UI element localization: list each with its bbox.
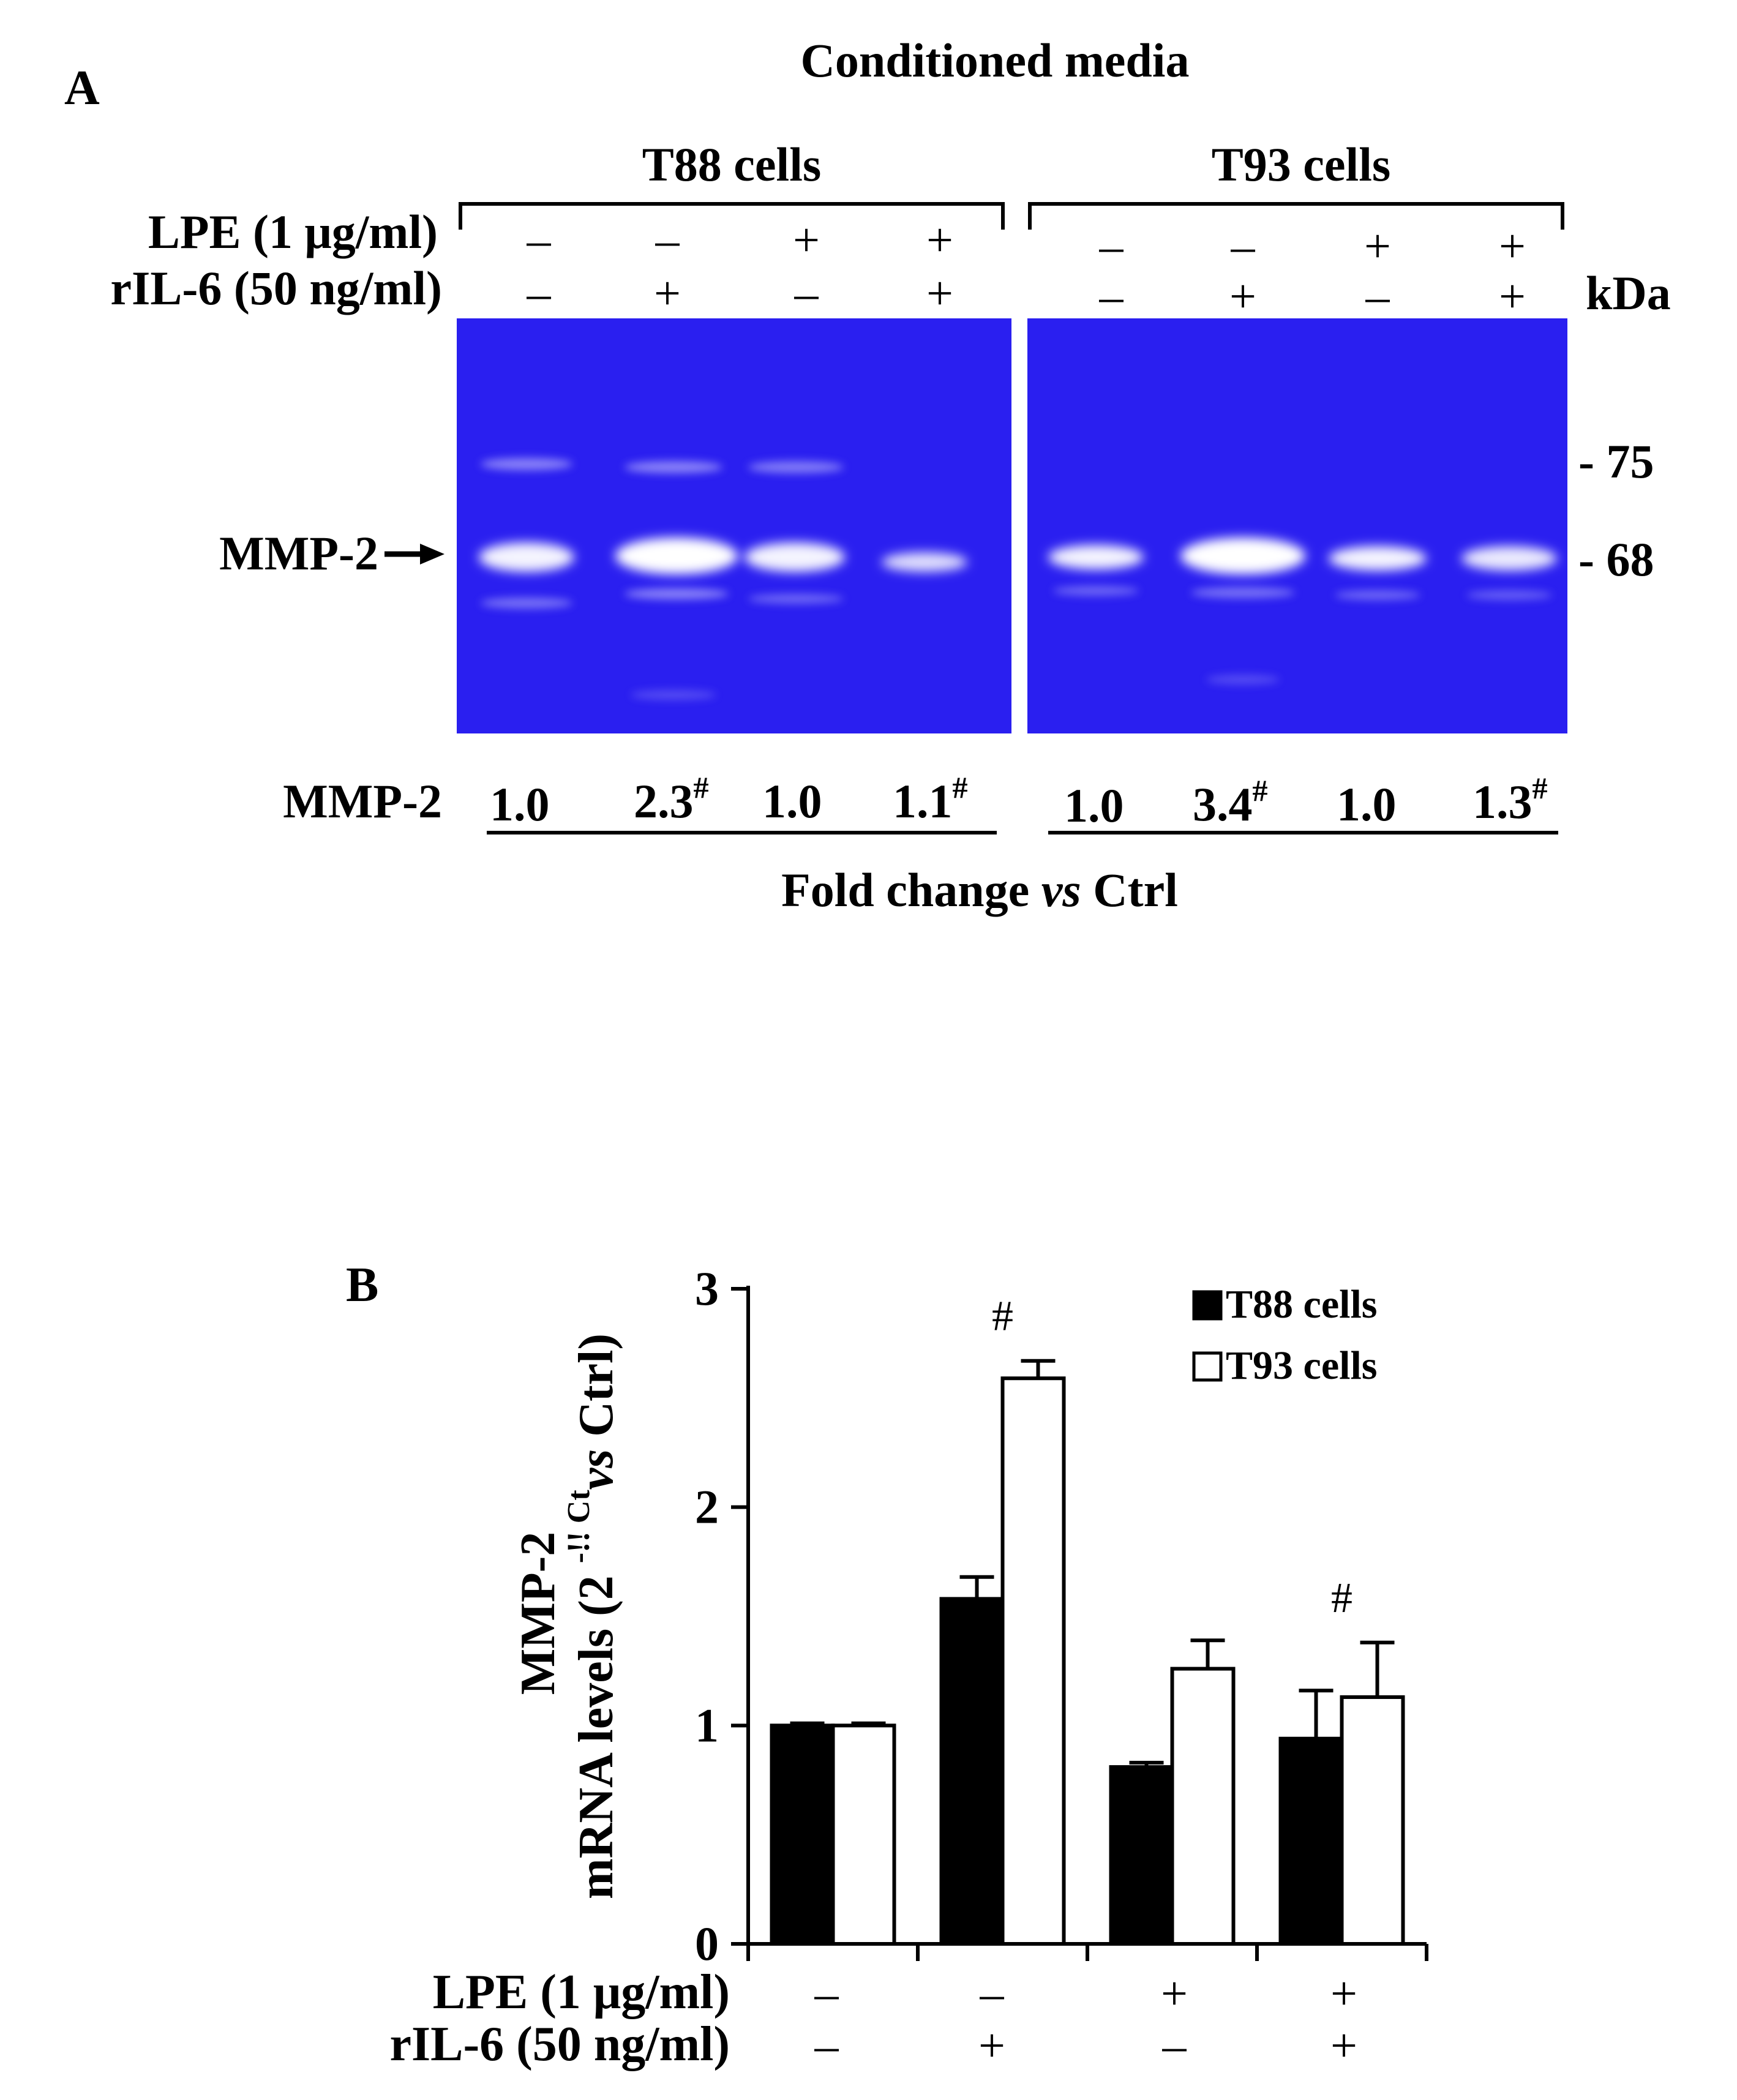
legend-label: T93 cells [1226, 1343, 1377, 1388]
fold-values: 1.0 2.3# 1.0 1.1# 1.0 3.4# 1.0 1.3# [490, 770, 1548, 832]
legend-label: T88 cells [1226, 1282, 1377, 1327]
il6-sign: + [1499, 269, 1526, 323]
lpe-sign: – [1099, 219, 1124, 272]
fold-value: 1.0 [762, 774, 822, 828]
bar-t93 [1340, 1695, 1405, 1946]
bar-t93 [1170, 1667, 1236, 1946]
bar-t88 [770, 1723, 835, 1946]
legend-swatch [1192, 1290, 1223, 1321]
marker-75: - 75 [1578, 435, 1654, 488]
significance-mark: # [1331, 1575, 1352, 1622]
bar-t88 [939, 1597, 1005, 1946]
il6-signs: – + – + – + – + [527, 266, 1526, 323]
il6-sign: + [926, 266, 953, 320]
group-label-t93: T93 cells [1212, 138, 1390, 191]
x-il6-sign: – [1162, 2019, 1187, 2072]
chart-legend: T88 cells T93 cells [1192, 1282, 1377, 1388]
y-axis-label-line1: MMP-2 [511, 1532, 565, 1695]
gel-left [457, 318, 1011, 733]
y-tick-label: 1 [695, 1698, 719, 1752]
x-lpe-sign: + [1161, 1967, 1188, 2020]
fold-value: 1.0 [1337, 778, 1397, 831]
lpe-signs: – – + + – – + + [527, 213, 1526, 272]
x-lpe-sign: + [1330, 1967, 1357, 2020]
lpe-sign: + [1499, 219, 1526, 272]
x-il6-signs: – + – + [814, 2019, 1358, 2072]
bar-t93 [831, 1723, 896, 1946]
significance-mark: # [992, 1293, 1013, 1340]
fold-row-label: MMP-2 [283, 774, 442, 828]
il6-row-label: rIL-6 (50 ng/ml) [110, 261, 442, 315]
fold-value: 2.3# [634, 770, 709, 828]
marker-68: - 68 [1578, 533, 1654, 586]
chart-bars: ## [770, 1293, 1405, 1946]
x-lpe-sign: – [814, 1967, 839, 2020]
mmp2-band-label: MMP-2 [219, 527, 378, 580]
arrow-right-icon [385, 544, 445, 564]
x-lpe-signs: – – + + [814, 1967, 1358, 2020]
lpe-sign: + [926, 213, 953, 266]
panel-a-label: A [64, 61, 100, 115]
il6-sign: – [527, 266, 552, 320]
lpe-sign: – [1231, 219, 1256, 272]
x-lpe-sign: – [980, 1967, 1005, 2020]
il6-sign: – [1365, 269, 1390, 323]
bracket-t93 [1028, 202, 1564, 230]
x-il6-sign: + [1330, 2019, 1357, 2072]
fold-value: 1.0 [490, 778, 550, 831]
y-axis-label-line2: mRNA levels (2 -!! Ctvs Ctrl) [561, 1333, 623, 1899]
panel-b-label: B [346, 1258, 378, 1312]
x-il6-sign: – [814, 2019, 839, 2072]
fold-caption: Fold change vs Ctrl [781, 863, 1178, 917]
fold-value: 1.0 [1064, 779, 1124, 832]
lpe-sign: + [1364, 219, 1391, 272]
bar-t93 [1000, 1376, 1066, 1946]
group-label-t88: T88 cells [642, 138, 821, 191]
il6-sign: + [1229, 269, 1256, 323]
x-il6-sign: + [978, 2019, 1005, 2072]
il6-sign: + [654, 266, 681, 320]
y-tick-label: 0 [695, 1917, 719, 1970]
lpe-sign: – [527, 213, 552, 266]
bar-t88 [1109, 1765, 1174, 1946]
gel-right [1027, 318, 1567, 733]
y-tick-label: 2 [695, 1480, 719, 1534]
fold-value: 1.1# [893, 770, 968, 828]
il6-sign: – [1099, 269, 1124, 323]
bar-t88 [1278, 1736, 1344, 1946]
panel-a: A Conditioned media T88 cells T93 cells … [64, 34, 1671, 917]
bracket-t88 [459, 202, 1005, 230]
kda-label: kDa [1586, 266, 1671, 320]
panel-a-title: Conditioned media [801, 34, 1190, 87]
lpe-sign: + [793, 213, 820, 266]
y-tick-label: 3 [695, 1262, 719, 1315]
fold-value: 3.4# [1193, 773, 1268, 831]
lpe-row-label: LPE (1 μg/ml) [148, 205, 438, 258]
il6-sign: – [794, 266, 819, 320]
legend-swatch [1192, 1351, 1223, 1382]
panel-b: B MMP-2 mRNA levels (2 -!! Ctvs Ctrl) 0 1… [346, 1258, 1428, 2072]
x-lpe-row-label: LPE (1 μg/ml) [433, 1965, 730, 2019]
x-il6-row-label: rIL-6 (50 ng/ml) [389, 2017, 730, 2071]
fold-value: 1.3# [1473, 771, 1548, 828]
lpe-sign: – [655, 213, 680, 266]
